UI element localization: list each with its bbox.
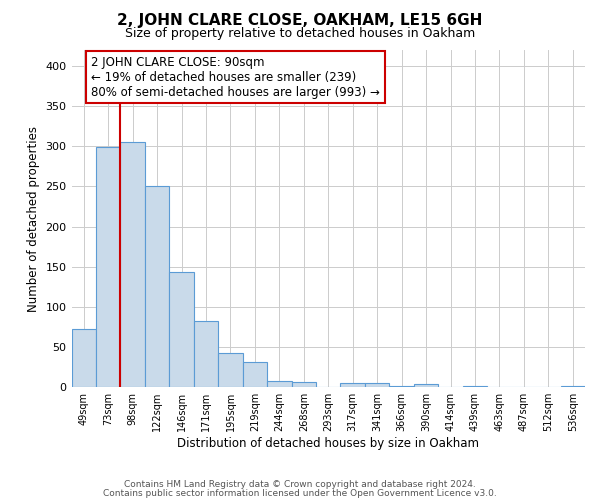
Bar — [340, 383, 365, 387]
X-axis label: Distribution of detached houses by size in Oakham: Distribution of detached houses by size … — [177, 437, 479, 450]
Bar — [145, 186, 169, 387]
Bar — [194, 322, 218, 387]
Bar — [463, 386, 487, 387]
Text: Contains HM Land Registry data © Crown copyright and database right 2024.: Contains HM Land Registry data © Crown c… — [124, 480, 476, 489]
Bar — [267, 381, 292, 387]
Text: 2, JOHN CLARE CLOSE, OAKHAM, LE15 6GH: 2, JOHN CLARE CLOSE, OAKHAM, LE15 6GH — [118, 12, 482, 28]
Bar — [242, 362, 267, 387]
Bar — [389, 386, 414, 387]
Bar — [71, 328, 96, 387]
Bar — [414, 384, 438, 387]
Text: Size of property relative to detached houses in Oakham: Size of property relative to detached ho… — [125, 28, 475, 40]
Bar — [96, 147, 121, 387]
Text: Contains public sector information licensed under the Open Government Licence v3: Contains public sector information licen… — [103, 488, 497, 498]
Bar — [365, 383, 389, 387]
Bar — [560, 386, 585, 387]
Bar — [169, 272, 194, 387]
Text: 2 JOHN CLARE CLOSE: 90sqm
← 19% of detached houses are smaller (239)
80% of semi: 2 JOHN CLARE CLOSE: 90sqm ← 19% of detac… — [91, 56, 380, 98]
Bar — [121, 142, 145, 387]
Bar — [218, 352, 242, 387]
Bar — [292, 382, 316, 387]
Y-axis label: Number of detached properties: Number of detached properties — [27, 126, 40, 312]
